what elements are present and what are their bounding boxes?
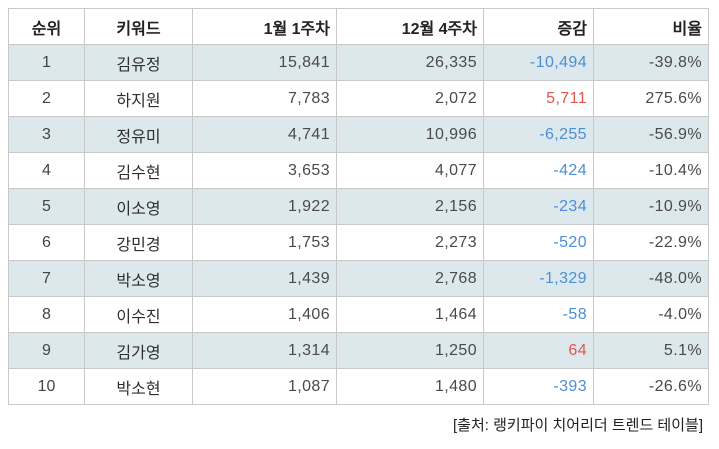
ratio-value-cell: 5.1% <box>593 332 709 369</box>
week2-value-cell: 26,335 <box>336 44 484 81</box>
table-row: 2 하지원 7,783 2,072 5,711 275.6% <box>8 80 709 117</box>
col-header-week2: 12월 4주차 <box>336 8 484 45</box>
week2-value-cell: 2,156 <box>336 188 484 225</box>
keyword-cell: 김수현 <box>84 152 193 189</box>
keyword-cell: 하지원 <box>84 80 193 117</box>
week1-value-cell: 1,922 <box>192 188 337 225</box>
week1-value-cell: 1,314 <box>192 332 337 369</box>
change-value-cell: 64 <box>483 332 594 369</box>
rank-cell: 1 <box>8 44 85 81</box>
ratio-value-cell: -10.9% <box>593 188 709 225</box>
table-row: 10 박소현 1,087 1,480 -393 -26.6% <box>8 368 709 405</box>
rank-cell: 8 <box>8 296 85 333</box>
week2-value-cell: 1,464 <box>336 296 484 333</box>
week1-value-cell: 1,406 <box>192 296 337 333</box>
col-header-keyword: 키워드 <box>84 8 193 45</box>
keyword-cell: 정유미 <box>84 116 193 153</box>
week2-value-cell: 1,480 <box>336 368 484 405</box>
source-caption: [출처: 랭키파이 치어리더 트렌드 테이블] <box>453 417 703 434</box>
keyword-cell: 이소영 <box>84 188 193 225</box>
rank-cell: 2 <box>8 80 85 117</box>
keyword-trend-table: 순위 키워드 1월 1주차 12월 4주차 증감 비율 1 김유정 15,841… <box>8 8 709 405</box>
week2-value-cell: 2,072 <box>336 80 484 117</box>
week1-value-cell: 1,087 <box>192 368 337 405</box>
week2-value-cell: 10,996 <box>336 116 484 153</box>
ratio-value-cell: -26.6% <box>593 368 709 405</box>
week2-value-cell: 4,077 <box>336 152 484 189</box>
ratio-value-cell: -39.8% <box>593 44 709 81</box>
rank-cell: 6 <box>8 224 85 261</box>
table-row: 3 정유미 4,741 10,996 -6,255 -56.9% <box>8 116 709 153</box>
change-value-cell: -58 <box>483 296 594 333</box>
week1-value-cell: 1,753 <box>192 224 337 261</box>
table-header-row: 순위 키워드 1월 1주차 12월 4주차 증감 비율 <box>8 8 709 45</box>
rank-cell: 4 <box>8 152 85 189</box>
change-value-cell: -6,255 <box>483 116 594 153</box>
ratio-value-cell: -22.9% <box>593 224 709 261</box>
table-row: 1 김유정 15,841 26,335 -10,494 -39.8% <box>8 44 709 81</box>
table-row: 4 김수현 3,653 4,077 -424 -10.4% <box>8 152 709 189</box>
table-body: 1 김유정 15,841 26,335 -10,494 -39.8% 2 하지원… <box>8 44 709 405</box>
change-value-cell: -424 <box>483 152 594 189</box>
ratio-value-cell: 275.6% <box>593 80 709 117</box>
week1-value-cell: 7,783 <box>192 80 337 117</box>
table-row: 6 강민경 1,753 2,273 -520 -22.9% <box>8 224 709 261</box>
rank-cell: 3 <box>8 116 85 153</box>
col-header-change: 증감 <box>483 8 594 45</box>
rank-cell: 9 <box>8 332 85 369</box>
keyword-cell: 박소현 <box>84 368 193 405</box>
keyword-cell: 강민경 <box>84 224 193 261</box>
rank-cell: 10 <box>8 368 85 405</box>
week1-value-cell: 1,439 <box>192 260 337 297</box>
change-value-cell: -520 <box>483 224 594 261</box>
week2-value-cell: 2,273 <box>336 224 484 261</box>
table-row: 8 이수진 1,406 1,464 -58 -4.0% <box>8 296 709 333</box>
rank-cell: 5 <box>8 188 85 225</box>
week1-value-cell: 15,841 <box>192 44 337 81</box>
week2-value-cell: 1,250 <box>336 332 484 369</box>
keyword-cell: 박소영 <box>84 260 193 297</box>
ratio-value-cell: -48.0% <box>593 260 709 297</box>
ratio-value-cell: -10.4% <box>593 152 709 189</box>
keyword-cell: 이수진 <box>84 296 193 333</box>
week2-value-cell: 2,768 <box>336 260 484 297</box>
table-row: 7 박소영 1,439 2,768 -1,329 -48.0% <box>8 260 709 297</box>
change-value-cell: -393 <box>483 368 594 405</box>
change-value-cell: -234 <box>483 188 594 225</box>
ratio-value-cell: -56.9% <box>593 116 709 153</box>
week1-value-cell: 3,653 <box>192 152 337 189</box>
change-value-cell: -1,329 <box>483 260 594 297</box>
col-header-week1: 1월 1주차 <box>192 8 337 45</box>
col-header-rank: 순위 <box>8 8 85 45</box>
change-value-cell: 5,711 <box>483 80 594 117</box>
ratio-value-cell: -4.0% <box>593 296 709 333</box>
col-header-ratio: 비율 <box>593 8 709 45</box>
table-row: 9 김가영 1,314 1,250 64 5.1% <box>8 332 709 369</box>
week1-value-cell: 4,741 <box>192 116 337 153</box>
change-value-cell: -10,494 <box>483 44 594 81</box>
rank-cell: 7 <box>8 260 85 297</box>
table-row: 5 이소영 1,922 2,156 -234 -10.9% <box>8 188 709 225</box>
keyword-cell: 김유정 <box>84 44 193 81</box>
keyword-cell: 김가영 <box>84 332 193 369</box>
